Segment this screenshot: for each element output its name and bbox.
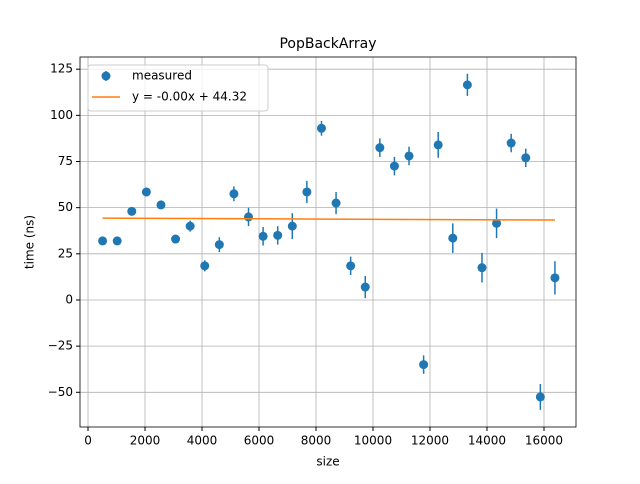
x-tick-label: 0 <box>84 434 92 448</box>
y-tick-label: 50 <box>58 200 73 214</box>
plot-frame <box>79 56 577 428</box>
x-tick-label: 8000 <box>301 434 332 448</box>
point <box>477 263 487 273</box>
x-tick-label: 12000 <box>411 434 449 448</box>
point <box>506 138 516 148</box>
point <box>521 153 531 163</box>
point <box>448 233 458 243</box>
x-tick-label: 16000 <box>525 434 563 448</box>
point <box>156 200 166 210</box>
legend-label: y = -0.00x + 44.32 <box>132 90 247 104</box>
y-tick-label: 100 <box>50 108 73 122</box>
y-tick-label: −50 <box>48 385 73 399</box>
x-tick-label: 10000 <box>354 434 392 448</box>
x-tick-label: 6000 <box>244 434 275 448</box>
point <box>273 230 283 240</box>
point <box>462 80 472 90</box>
y-tick-label: 125 <box>50 62 73 76</box>
point <box>535 392 545 402</box>
x-tick-label: 2000 <box>130 434 161 448</box>
point <box>287 221 297 231</box>
fit-line <box>102 217 555 221</box>
x-tick-label: 4000 <box>187 434 218 448</box>
legend-label: measured <box>132 69 192 83</box>
x-axis-label: size <box>316 455 339 469</box>
point <box>404 151 414 161</box>
point <box>258 231 268 241</box>
chart-title: PopBackArray <box>279 36 376 52</box>
point <box>316 123 326 133</box>
point <box>229 189 239 199</box>
point <box>550 273 560 283</box>
point <box>112 236 122 246</box>
point <box>331 198 341 208</box>
point <box>171 234 181 244</box>
point <box>360 282 370 292</box>
point <box>433 140 443 150</box>
point <box>200 261 210 271</box>
point <box>185 221 195 231</box>
y-axis-label: time (ns) <box>23 215 37 269</box>
point <box>419 360 429 370</box>
point <box>346 261 356 271</box>
legend-box <box>87 64 269 112</box>
point <box>214 240 224 250</box>
point <box>141 187 151 197</box>
legend-marker <box>101 71 111 81</box>
y-tick-label: 25 <box>58 246 73 260</box>
point <box>98 236 108 246</box>
point <box>375 143 385 153</box>
y-tick-label: 75 <box>58 154 73 168</box>
point <box>302 187 312 197</box>
y-tick-label: −25 <box>48 339 73 353</box>
point <box>127 206 137 216</box>
x-tick-label: 14000 <box>468 434 506 448</box>
point <box>492 218 502 228</box>
y-tick-label: 0 <box>65 292 73 306</box>
point <box>244 212 254 222</box>
point <box>389 161 399 171</box>
